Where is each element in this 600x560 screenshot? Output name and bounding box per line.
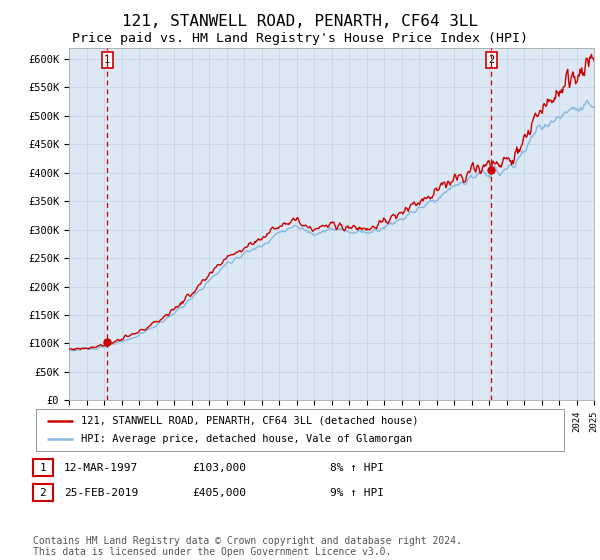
Text: £405,000: £405,000 (192, 488, 246, 498)
Text: 2: 2 (40, 488, 46, 498)
Text: 121, STANWELL ROAD, PENARTH, CF64 3LL: 121, STANWELL ROAD, PENARTH, CF64 3LL (122, 14, 478, 29)
Text: 121, STANWELL ROAD, PENARTH, CF64 3LL (detached house): 121, STANWELL ROAD, PENARTH, CF64 3LL (d… (81, 416, 418, 426)
Text: Contains HM Land Registry data © Crown copyright and database right 2024.
This d: Contains HM Land Registry data © Crown c… (33, 535, 462, 557)
Text: 2: 2 (488, 55, 494, 65)
Text: Price paid vs. HM Land Registry's House Price Index (HPI): Price paid vs. HM Land Registry's House … (72, 32, 528, 45)
Text: 1: 1 (104, 55, 110, 65)
Text: 25-FEB-2019: 25-FEB-2019 (64, 488, 139, 498)
Text: HPI: Average price, detached house, Vale of Glamorgan: HPI: Average price, detached house, Vale… (81, 434, 412, 444)
Text: £103,000: £103,000 (192, 463, 246, 473)
Text: 9% ↑ HPI: 9% ↑ HPI (330, 488, 384, 498)
Text: 8% ↑ HPI: 8% ↑ HPI (330, 463, 384, 473)
Text: 12-MAR-1997: 12-MAR-1997 (64, 463, 139, 473)
Text: 1: 1 (40, 463, 46, 473)
